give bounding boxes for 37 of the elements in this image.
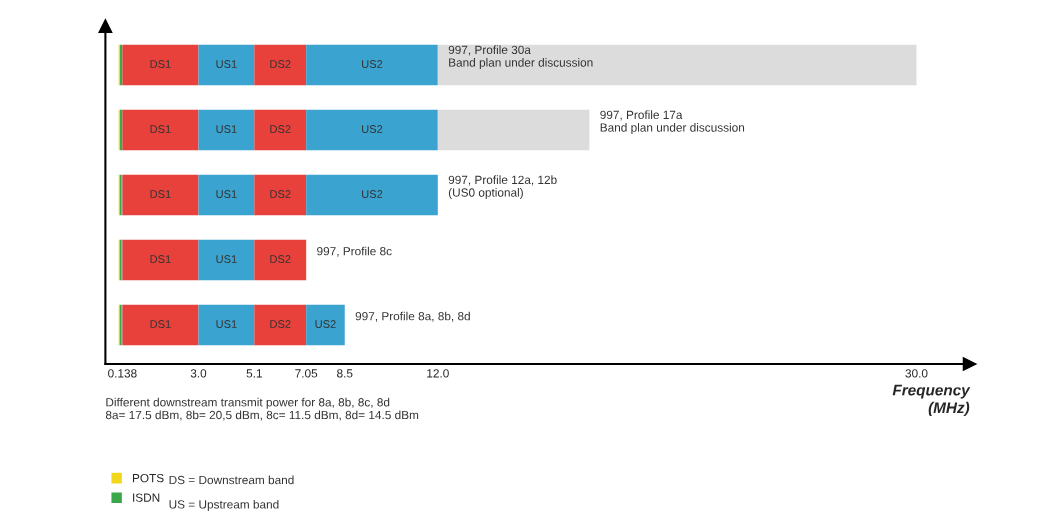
text: US2 (362, 125, 383, 133)
text: DS1 (150, 190, 171, 198)
x-tick-label: 7.05 (295, 369, 318, 378)
text: US1 (216, 60, 237, 68)
text: DS2 (270, 255, 291, 263)
series-label: DS2 (270, 320, 291, 328)
text: US1 (216, 125, 237, 133)
text: DS1 (150, 125, 171, 133)
series-label: US2 (315, 320, 336, 328)
x-tick-label: 12.0 (427, 369, 449, 378)
text: DS1 (150, 60, 171, 68)
text: DS2 (270, 125, 291, 133)
x-tick-label: 0.138 (108, 369, 137, 378)
x-axis-title: Frequency (MHz) (892, 384, 971, 417)
y-tick-label: 997, Profile 8c (317, 246, 392, 257)
x-tick-label: 8.5 (337, 369, 353, 378)
legend-label: ISDN (133, 493, 160, 502)
y-tick-label: 997, Profile 12a, 12b (US0 optional) (448, 175, 557, 200)
y-tick-label: 997, Profile 8a, 8b, 8d (355, 311, 470, 322)
x-tick-label: 3.0 (190, 369, 207, 378)
text: US1 (216, 190, 237, 198)
series-label: US1 (216, 320, 237, 328)
text: US = Upstream band (169, 499, 279, 511)
x-tick-label: 5.1 (246, 369, 262, 378)
text: DS = Downstream band (169, 475, 294, 485)
series-label: DS1 (150, 320, 171, 328)
text: US2 (362, 190, 383, 198)
text: DS2 (270, 190, 291, 198)
text: DS1 (150, 255, 171, 263)
text: DS2 (270, 60, 291, 68)
y-tick-label: 997, Profile 30a Band plan under discussion (448, 45, 593, 70)
x-tick-label: 30.0 (905, 369, 928, 378)
text: US2 (362, 60, 383, 68)
y-tick-label: 997, Profile 17a Band plan under discussion (600, 110, 745, 135)
text: US1 (216, 255, 237, 263)
legend-label: POTS (132, 473, 164, 483)
text: Different downstream transmit power for 8a, 8b, 8c, 8d 8a= 17.5 dBm, 8b= 20,5 dBm, 8c= 11.5 dBm, 8d= 14.5 dBm (105, 397, 419, 421)
